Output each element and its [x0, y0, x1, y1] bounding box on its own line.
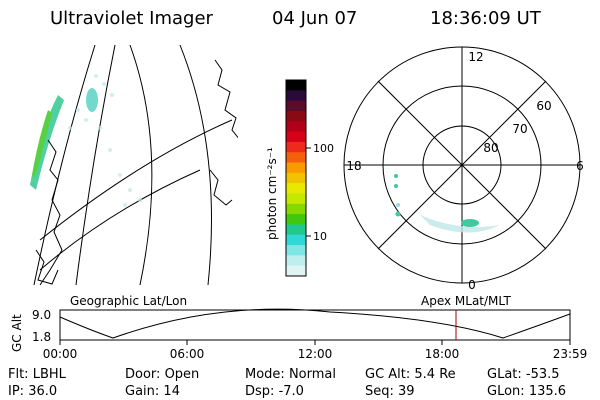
- colorbar-cell: [286, 141, 306, 153]
- polar-aurora: [394, 174, 500, 233]
- info-gc-alt: GC Alt: 5.4 Re: [365, 367, 456, 382]
- colorbar-cell: [286, 80, 306, 91]
- colorbar-cell: [286, 121, 306, 133]
- colorbar-cell: [286, 183, 306, 194]
- info-glon: GLon: 135.6: [487, 384, 567, 399]
- info-gain: Gain: 14: [125, 384, 180, 399]
- date-label: 04 Jun 07: [272, 8, 358, 29]
- altitude-curve: [59, 308, 571, 339]
- info-glat: GLat: -53.5: [487, 367, 560, 382]
- timeline-left-label: Geographic Lat/Lon: [70, 294, 187, 308]
- info-ip: IP: 36.0: [8, 384, 58, 399]
- colorbar-cell: [286, 265, 306, 277]
- colorbar-cell: [286, 193, 306, 205]
- colorbar-tick-100: 100: [313, 142, 334, 155]
- colorbar-tick-10: 10: [313, 230, 327, 243]
- mlt-label-18: 18: [346, 159, 361, 173]
- info-seq: Seq: 39: [365, 384, 415, 399]
- colorbar-cell: [286, 110, 306, 122]
- x-tick-0000: 00:00: [43, 347, 78, 361]
- colorbar-cell: [286, 224, 306, 236]
- y-tick-high: 9.0: [32, 308, 51, 322]
- colorbar-cell: [286, 162, 306, 174]
- mlt-label-6: 6: [576, 159, 584, 173]
- colorbar-cell: [286, 172, 306, 184]
- lat-label-70: 70: [512, 122, 527, 136]
- colorbar-cell: [286, 152, 306, 164]
- mlt-label-0: 0: [468, 278, 476, 292]
- colorbar-cell: [286, 203, 306, 215]
- x-tick-2359: 23:59: [553, 347, 588, 361]
- x-tick-1200: 12:00: [298, 347, 333, 361]
- aurora-emission: [30, 74, 142, 207]
- colorbar-unit-label: photon cm⁻²s⁻¹: [265, 147, 279, 240]
- x-tick-1800: 18:00: [425, 347, 460, 361]
- colorbar-cell: [286, 90, 306, 102]
- colorbar-cell: [286, 245, 306, 256]
- colorbar-cell: [286, 214, 306, 225]
- gc-alt-axis-title: GC Alt: [10, 314, 24, 352]
- lon-grid-lines: [33, 44, 233, 286]
- time-label: 18:36:09 UT: [430, 8, 541, 29]
- instrument-title: Ultraviolet Imager: [50, 8, 213, 29]
- colorbar-cell: [286, 234, 306, 246]
- info-door: Door: Open: [125, 367, 200, 382]
- mlt-label-12: 12: [468, 50, 483, 64]
- y-tick-low: 1.8: [32, 330, 51, 344]
- coastline: [35, 59, 238, 286]
- colorbar-cell: [286, 131, 306, 143]
- timeline-right-label: Apex MLat/MLT: [421, 294, 511, 308]
- lat-label-60: 60: [536, 99, 551, 113]
- x-tick-0600: 06:00: [170, 347, 205, 361]
- lat-label-80: 80: [483, 141, 498, 155]
- colorbar-cell: [286, 255, 306, 267]
- info-mode: Mode: Normal: [245, 367, 336, 382]
- colorbar-cell: [286, 100, 306, 112]
- info-flt: Flt: LBHL: [8, 367, 66, 382]
- info-dsp: Dsp: -7.0: [245, 384, 304, 399]
